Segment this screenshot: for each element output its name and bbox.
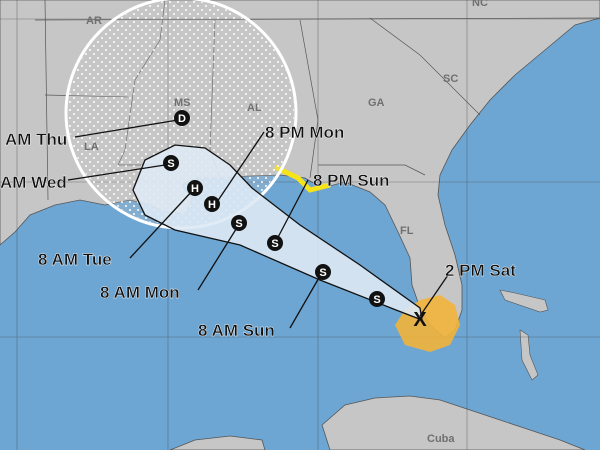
time-label-8pm-mon: 8 PM Mon bbox=[265, 123, 344, 142]
bahamas bbox=[499, 289, 549, 381]
time-label-wed: AM Wed bbox=[0, 173, 67, 192]
svg-text:S: S bbox=[319, 267, 326, 279]
svg-text:S: S bbox=[235, 218, 242, 230]
forecast-point-s: S bbox=[369, 291, 385, 307]
cuba bbox=[321, 395, 586, 450]
country-label-cuba: Cuba bbox=[427, 433, 455, 445]
svg-text:S: S bbox=[167, 158, 174, 170]
svg-text:H: H bbox=[208, 199, 216, 211]
time-label-8am-sun: 8 AM Sun bbox=[198, 321, 275, 340]
forecast-point-s: S bbox=[163, 155, 179, 171]
state-label-al: AL bbox=[247, 102, 262, 114]
state-label-fl: FL bbox=[400, 225, 414, 237]
state-label-nc: NC bbox=[472, 0, 488, 9]
time-label-thu: AM Thu bbox=[5, 130, 67, 149]
time-label-2pm-sat: 2 PM Sat bbox=[445, 261, 516, 280]
forecast-point-s: S bbox=[231, 215, 247, 231]
svg-text:H: H bbox=[191, 183, 199, 195]
forecast-point-h: H bbox=[187, 180, 203, 196]
tropical-storm-warning-coast bbox=[273, 164, 331, 193]
forecast-point-h: H bbox=[204, 196, 220, 212]
state-label-sc: SC bbox=[443, 73, 458, 85]
svg-text:D: D bbox=[178, 113, 186, 125]
forecast-point-s: S bbox=[267, 235, 283, 251]
state-labels: AR MS AL GA SC NC LA FL Cuba bbox=[84, 0, 488, 445]
current-position-x-marker: X bbox=[413, 309, 427, 331]
state-label-ar: AR bbox=[86, 15, 102, 27]
state-label-ms: MS bbox=[174, 97, 191, 109]
time-label-8am-mon: 8 AM Mon bbox=[100, 283, 180, 302]
track-cone bbox=[132, 144, 423, 322]
forecast-point-d: D bbox=[174, 110, 190, 126]
state-label-la: LA bbox=[84, 141, 99, 153]
yucatan bbox=[169, 435, 266, 450]
svg-text:S: S bbox=[373, 294, 380, 306]
time-label-8pm-sun: 8 PM Sun bbox=[313, 171, 390, 190]
leader-lines bbox=[67, 119, 449, 329]
state-label-ga: GA bbox=[368, 97, 385, 109]
forecast-point-s: S bbox=[315, 264, 331, 280]
svg-text:S: S bbox=[271, 238, 278, 250]
time-label-tue: 8 AM Tue bbox=[38, 250, 112, 269]
